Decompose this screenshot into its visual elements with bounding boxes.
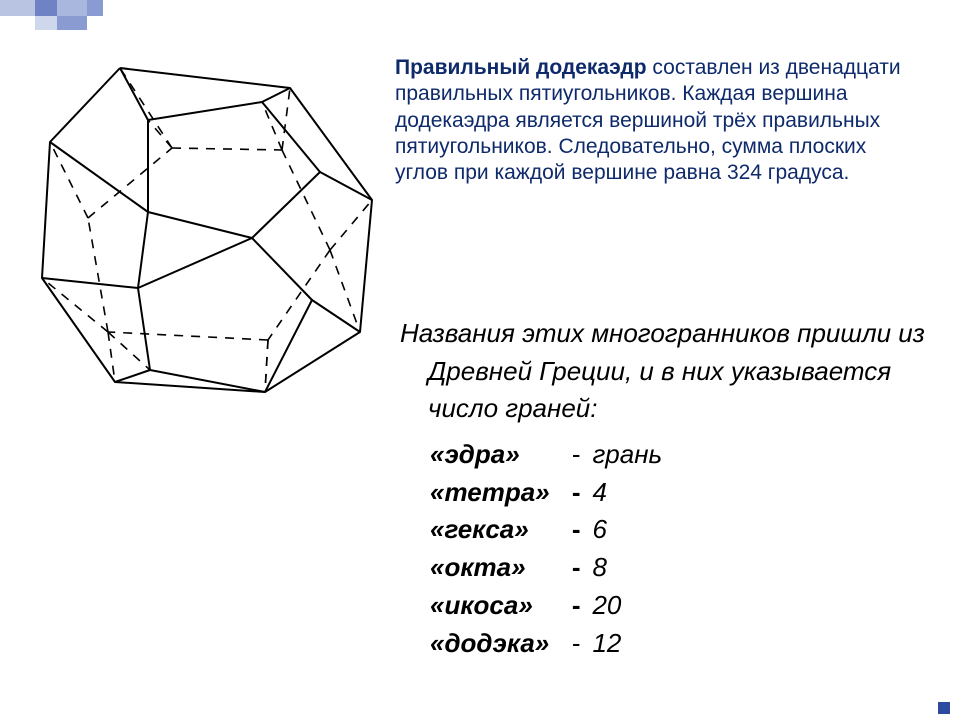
etymology-row: «додэка» - 12: [400, 625, 940, 663]
definition-text: Правильный додекаэдр составлен из двенад…: [395, 55, 925, 186]
etym-dash: -: [567, 549, 585, 587]
deco-square: [87, 0, 103, 16]
etym-dash: -: [567, 511, 585, 549]
definition-title: Правильный додекаэдр: [395, 56, 647, 79]
etymology-row: «окта» - 8: [400, 549, 940, 587]
etym-value: 6: [585, 514, 607, 544]
etym-value: 4: [585, 477, 607, 507]
etymology-row: «икоса» - 20: [400, 587, 940, 625]
etymology-block: Названия этих многогранников пришли из Д…: [400, 315, 940, 662]
etym-dash: -: [567, 625, 585, 663]
deco-bottom-square: [938, 702, 950, 714]
etymology-row: «тетра» - 4: [400, 474, 940, 512]
etymology-row: «эдра» - грань: [400, 436, 940, 474]
etym-value: 8: [585, 552, 607, 582]
etymology-intro: Названия этих многогранников пришли из Д…: [400, 315, 940, 428]
etym-dash: -: [567, 587, 585, 625]
dodecahedron-figure: [20, 40, 390, 410]
etymology-row: «гекса» - 6: [400, 511, 940, 549]
etym-value: 12: [585, 628, 621, 658]
etym-term: «икоса»: [430, 587, 560, 625]
slide: Правильный додекаэдр составлен из двенад…: [0, 0, 960, 720]
etym-value: 20: [585, 590, 621, 620]
etym-term: «гекса»: [430, 511, 560, 549]
deco-square: [35, 16, 57, 30]
deco-square: [35, 0, 57, 16]
etym-term: «окта»: [430, 549, 560, 587]
deco-top: [0, 0, 130, 30]
etymology-rows: «эдра» - грань«тетра» - 4«гекса» - 6«окт…: [400, 436, 940, 662]
etym-term: «эдра»: [430, 436, 560, 474]
etym-dash: -: [567, 474, 585, 512]
etym-term: «тетра»: [430, 474, 560, 512]
etym-dash: -: [567, 436, 585, 474]
deco-square: [57, 16, 87, 30]
deco-square: [57, 0, 87, 16]
etym-term: «додэка»: [430, 625, 560, 663]
etym-value: грань: [585, 439, 662, 469]
deco-square: [0, 0, 35, 16]
